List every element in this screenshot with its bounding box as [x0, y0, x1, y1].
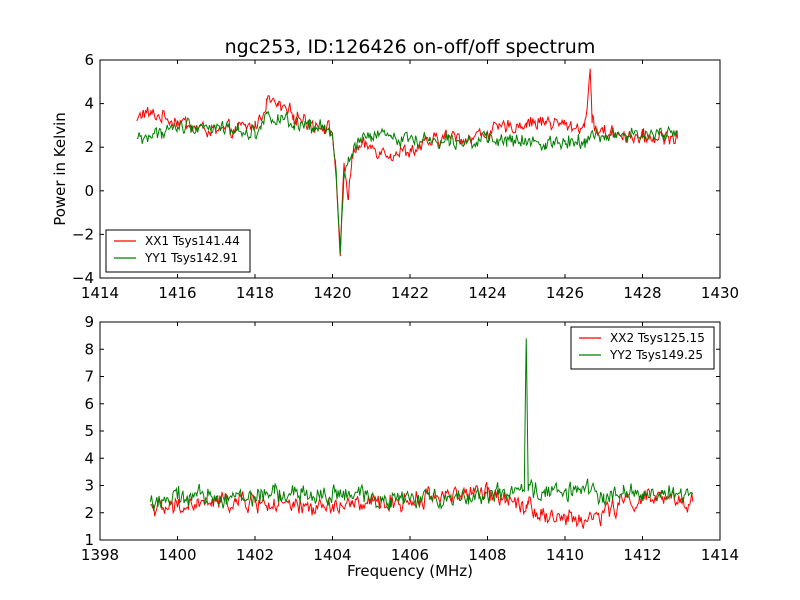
y-tick-label: 0	[84, 182, 94, 200]
x-tick-label: 1412	[623, 546, 661, 564]
y-tick-label: 9	[84, 313, 94, 331]
bottom-panel: 1398 1400 1402 1404 1406 1408 1410 1412 1414 1 2 3 4…	[81, 313, 739, 580]
x-tick-label: 1420	[313, 284, 351, 302]
y-tick-label: 4	[84, 449, 94, 467]
y-tick-label: −2	[72, 225, 94, 243]
x-tick-label: 1398	[81, 546, 119, 564]
x-tick-label: 1414	[81, 284, 119, 302]
x-tick-label: 1422	[391, 284, 429, 302]
legend-box	[105, 229, 251, 273]
y-tick-label: 2	[84, 138, 94, 156]
x-tick-label: 1410	[546, 546, 584, 564]
y-tick-label: 3	[84, 477, 94, 495]
x-tick-label: 1414	[701, 546, 739, 564]
series-line-yy1-tsys142-91	[136, 110, 678, 255]
legend-label: XX1 Tsys141.44	[145, 234, 240, 248]
y-tick-label: 4	[84, 95, 94, 113]
y-tick-label: 5	[84, 422, 94, 440]
x-tick-label: 1418	[236, 284, 274, 302]
x-tick-label: 1400	[158, 546, 196, 564]
y-tick-label: 8	[84, 340, 94, 358]
legend: XX2 Tsys125.15 YY2 Tsys149.25	[570, 326, 715, 370]
y-tick-label: 6	[84, 395, 94, 413]
legend-label: YY2 Tsys149.25	[609, 348, 703, 362]
x-tick-label: 1406	[391, 546, 429, 564]
legend-label: YY1 Tsys142.91	[144, 251, 238, 265]
chart-title: ngc253, ID:126426 on-off/off spectrum	[225, 36, 596, 58]
x-tick-label: 1424	[468, 284, 506, 302]
legend-box	[570, 326, 715, 370]
legend: XX1 Tsys141.44 YY1 Tsys142.91	[105, 229, 251, 273]
legend-label: XX2 Tsys125.15	[610, 331, 705, 345]
x-tick-label: 1402	[236, 546, 274, 564]
series-line-yy2-tsys149-25	[149, 338, 694, 512]
y-axis-label: Power in Kelvin	[51, 112, 69, 226]
y-tick-label: 2	[84, 504, 94, 522]
x-tick-label: 1428	[623, 284, 661, 302]
x-tick-label: 1426	[546, 284, 584, 302]
series-line-xx1-tsys141-44	[136, 68, 678, 257]
y-tick-label: 1	[84, 531, 94, 549]
top-panel: 1414 1416 1418 1420 1422 1424 1426 1428 1430 −4 −2…	[51, 51, 739, 302]
x-tick-label: 1408	[468, 546, 506, 564]
x-tick-label: 1416	[158, 284, 196, 302]
x-tick-label: 1430	[701, 284, 739, 302]
y-tick-label: −4	[72, 269, 94, 287]
x-tick-label: 1404	[313, 546, 351, 564]
y-tick-label: 6	[84, 51, 94, 69]
x-axis-label: Frequency (MHz)	[347, 562, 473, 580]
y-tick-label: 7	[84, 368, 94, 386]
